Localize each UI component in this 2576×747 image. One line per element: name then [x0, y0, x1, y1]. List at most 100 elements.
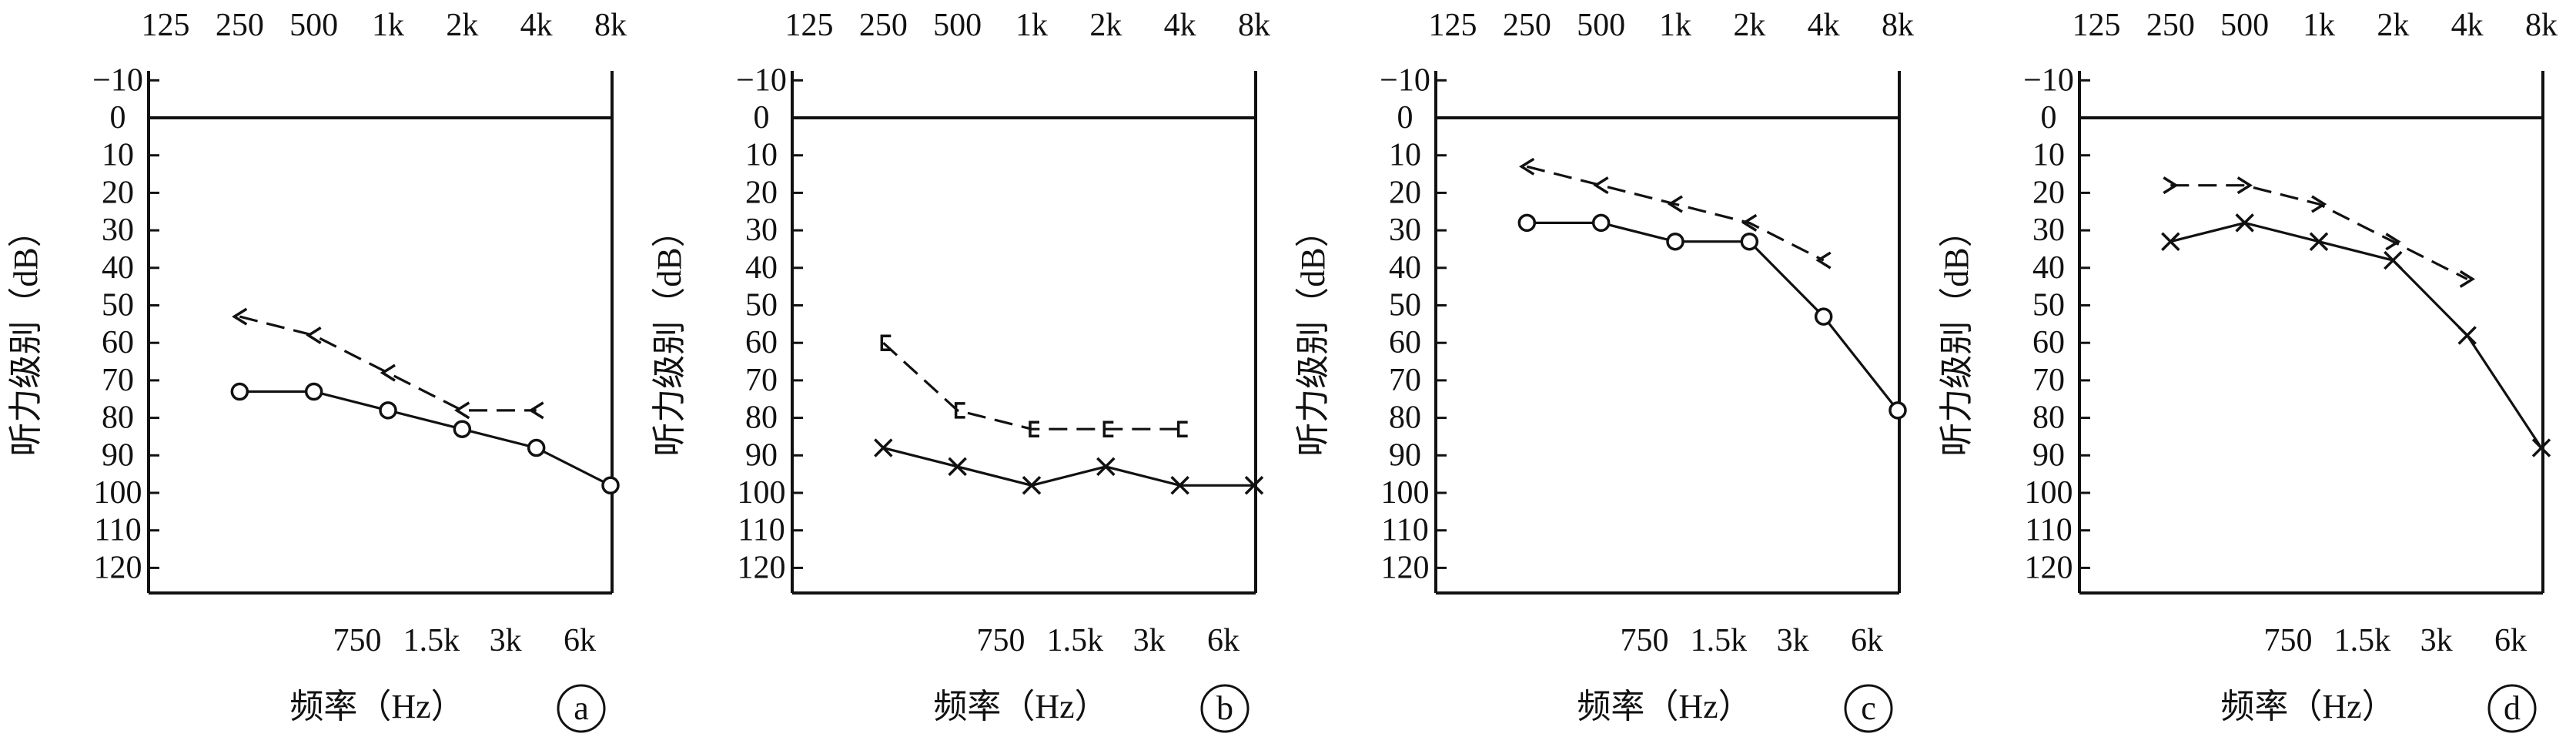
y-tick-label: 40	[102, 250, 134, 286]
series-2	[1519, 157, 1832, 270]
y-axis-title: 听力级别（dB）	[1294, 213, 1332, 456]
y-tick-label: 10	[1389, 138, 1421, 173]
x-marker	[1244, 476, 1264, 495]
bone-conduction-marker	[2163, 176, 2179, 195]
circle-marker	[304, 382, 323, 401]
bone-conduction-marker	[2311, 195, 2327, 213]
y-tick-label: 100	[1381, 475, 1430, 511]
circle-marker	[1591, 213, 1611, 233]
top-frequency-label: 125	[2073, 8, 2121, 43]
top-frequency-label: 4k	[520, 8, 553, 43]
y-tick-label: 60	[745, 325, 778, 360]
y-tick-label: 70	[102, 363, 134, 398]
top-frequency-label: 125	[1429, 8, 1477, 43]
y-tick-label: 10	[745, 138, 778, 173]
bottom-frequency-label: 750	[2264, 623, 2313, 658]
y-tick-label: 70	[2032, 363, 2065, 398]
y-tick-label: 60	[1389, 325, 1421, 360]
y-tick-label: 30	[1389, 213, 1421, 248]
bone-conduction-marker	[232, 307, 248, 326]
circle-marker	[453, 420, 472, 438]
bottom-frequency-label: 3k	[1133, 623, 1166, 658]
y-tick-label: 20	[745, 175, 778, 210]
series-2	[232, 307, 544, 420]
circle-marker	[379, 401, 397, 420]
panel-label: b	[1216, 689, 1233, 727]
y-tick-label: 40	[2032, 250, 2065, 286]
top-frequency-label: 500	[289, 8, 338, 43]
series-line	[882, 447, 1254, 487]
panel-label: a	[574, 689, 589, 727]
series-line	[882, 342, 1180, 430]
y-tick-label: 50	[102, 288, 134, 323]
series-line	[1527, 221, 1899, 411]
bone-conduction-marker	[1593, 176, 1609, 195]
bottom-frequency-label: 6k	[1207, 623, 1239, 658]
top-frequency-label: 250	[2146, 8, 2195, 43]
y-tick-label: 70	[745, 363, 778, 398]
top-frequency-label: 8k	[1238, 8, 1270, 43]
bottom-frequency-label: 1.5k	[1047, 623, 1104, 658]
top-frequency-label: 8k	[2525, 8, 2558, 43]
top-frequency-label: 2k	[2377, 8, 2409, 43]
top-frequency-label: 250	[216, 8, 264, 43]
y-tick-label: 20	[1389, 175, 1421, 210]
bottom-frequency-label: 750	[977, 623, 1025, 658]
x-marker	[2309, 232, 2329, 251]
y-tick-label: 110	[2025, 513, 2072, 548]
y-tick-label: 0	[1397, 100, 1413, 136]
y-tick-label: 100	[738, 475, 786, 511]
y-tick-label: 110	[738, 513, 785, 548]
x-axis-title: 频率（Hz）	[1577, 688, 1751, 725]
bottom-frequency-label: 6k	[564, 623, 596, 658]
y-tick-label: 80	[102, 400, 134, 436]
y-tick-label: 120	[1381, 550, 1430, 585]
series-1	[2161, 213, 2551, 457]
y-tick-label: −10	[2023, 62, 2074, 98]
series-line	[2170, 184, 2468, 280]
y-tick-label: 110	[94, 513, 141, 548]
y-tick-label: 120	[2025, 550, 2073, 585]
y-tick-label: 10	[2032, 138, 2065, 173]
x-marker	[2235, 213, 2254, 233]
y-tick-label: 110	[1381, 513, 1428, 548]
y-tick-label: 0	[110, 100, 126, 136]
y-tick-label: 120	[94, 550, 142, 585]
bone-conduction-marker	[1741, 213, 1758, 232]
x-marker	[1022, 476, 1042, 495]
panel-label: d	[2504, 689, 2521, 727]
bottom-frequency-label: 1.5k	[2334, 623, 2391, 658]
y-tick-label: 80	[745, 400, 778, 436]
y-tick-label: 60	[2032, 325, 2065, 360]
y-tick-label: 50	[745, 288, 778, 323]
y-tick-label: 90	[102, 437, 134, 473]
bottom-frequency-label: 750	[1621, 623, 1669, 658]
top-frequency-label: 4k	[1164, 8, 1196, 43]
y-tick-label: 100	[2025, 475, 2073, 511]
top-frequency-label: 500	[1577, 8, 1625, 43]
bottom-frequency-label: 1.5k	[1691, 623, 1748, 658]
panel-label-circle	[1844, 684, 1893, 733]
panel-label: c	[1861, 689, 1876, 727]
bone-conduction-marker	[528, 401, 544, 420]
bone-conduction-marker	[454, 401, 470, 420]
series-line	[1526, 165, 1825, 262]
x-marker	[1096, 457, 1116, 477]
series-1	[230, 382, 620, 495]
series-2	[2163, 176, 2475, 288]
bone-conduction-marker	[2236, 176, 2253, 195]
top-frequency-label: 500	[933, 8, 982, 43]
circle-marker	[230, 382, 249, 401]
bottom-frequency-label: 1.5k	[403, 623, 460, 658]
bottom-frequency-label: 750	[333, 623, 382, 658]
bone-conduction-marker	[380, 363, 396, 382]
top-frequency-label: 1k	[1659, 8, 1691, 43]
circle-marker	[601, 476, 620, 495]
y-tick-label: 90	[1389, 437, 1421, 473]
top-frequency-label: 125	[142, 8, 190, 43]
y-tick-label: −10	[1380, 62, 1430, 98]
y-tick-label: 40	[1389, 250, 1421, 286]
series-line	[2170, 221, 2543, 449]
